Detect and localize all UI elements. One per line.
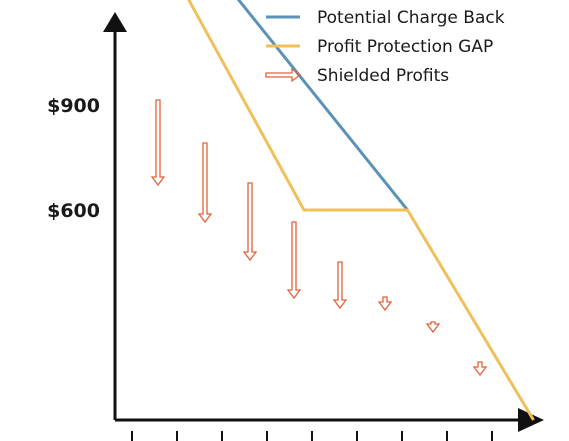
y-axis-arrowhead [103,12,127,32]
legend-label-1: Profit Protection GAP [317,37,493,57]
arrow-3 [286,221,302,300]
arrow-2 [242,182,258,262]
series-line-1 [187,0,535,421]
arrow-4 [332,261,348,310]
y-tick-label-2: $600 [47,200,100,222]
series-line-0 [236,0,409,211]
arrow-6 [425,321,441,334]
arrow-7 [472,361,488,377]
legend-label-0: Potential Charge Back [317,8,505,28]
y-tick-label-1: $900 [47,95,100,117]
legend-label-2: Shielded Profits [317,66,449,86]
y-tick-labels: $1,500$900$600 [47,95,100,222]
legend-swatch-2 [265,67,302,83]
shielded-profit-arrows [150,99,488,377]
arrow-0 [150,99,166,187]
arrow-5 [377,296,393,312]
x-axis-arrowhead [518,408,544,432]
x-tick-marks [131,431,493,441]
legend: Potential Charge Back Profit Protection G… [265,8,505,86]
arrow-1 [197,142,213,224]
axes [103,12,544,432]
series-lines [187,0,535,421]
